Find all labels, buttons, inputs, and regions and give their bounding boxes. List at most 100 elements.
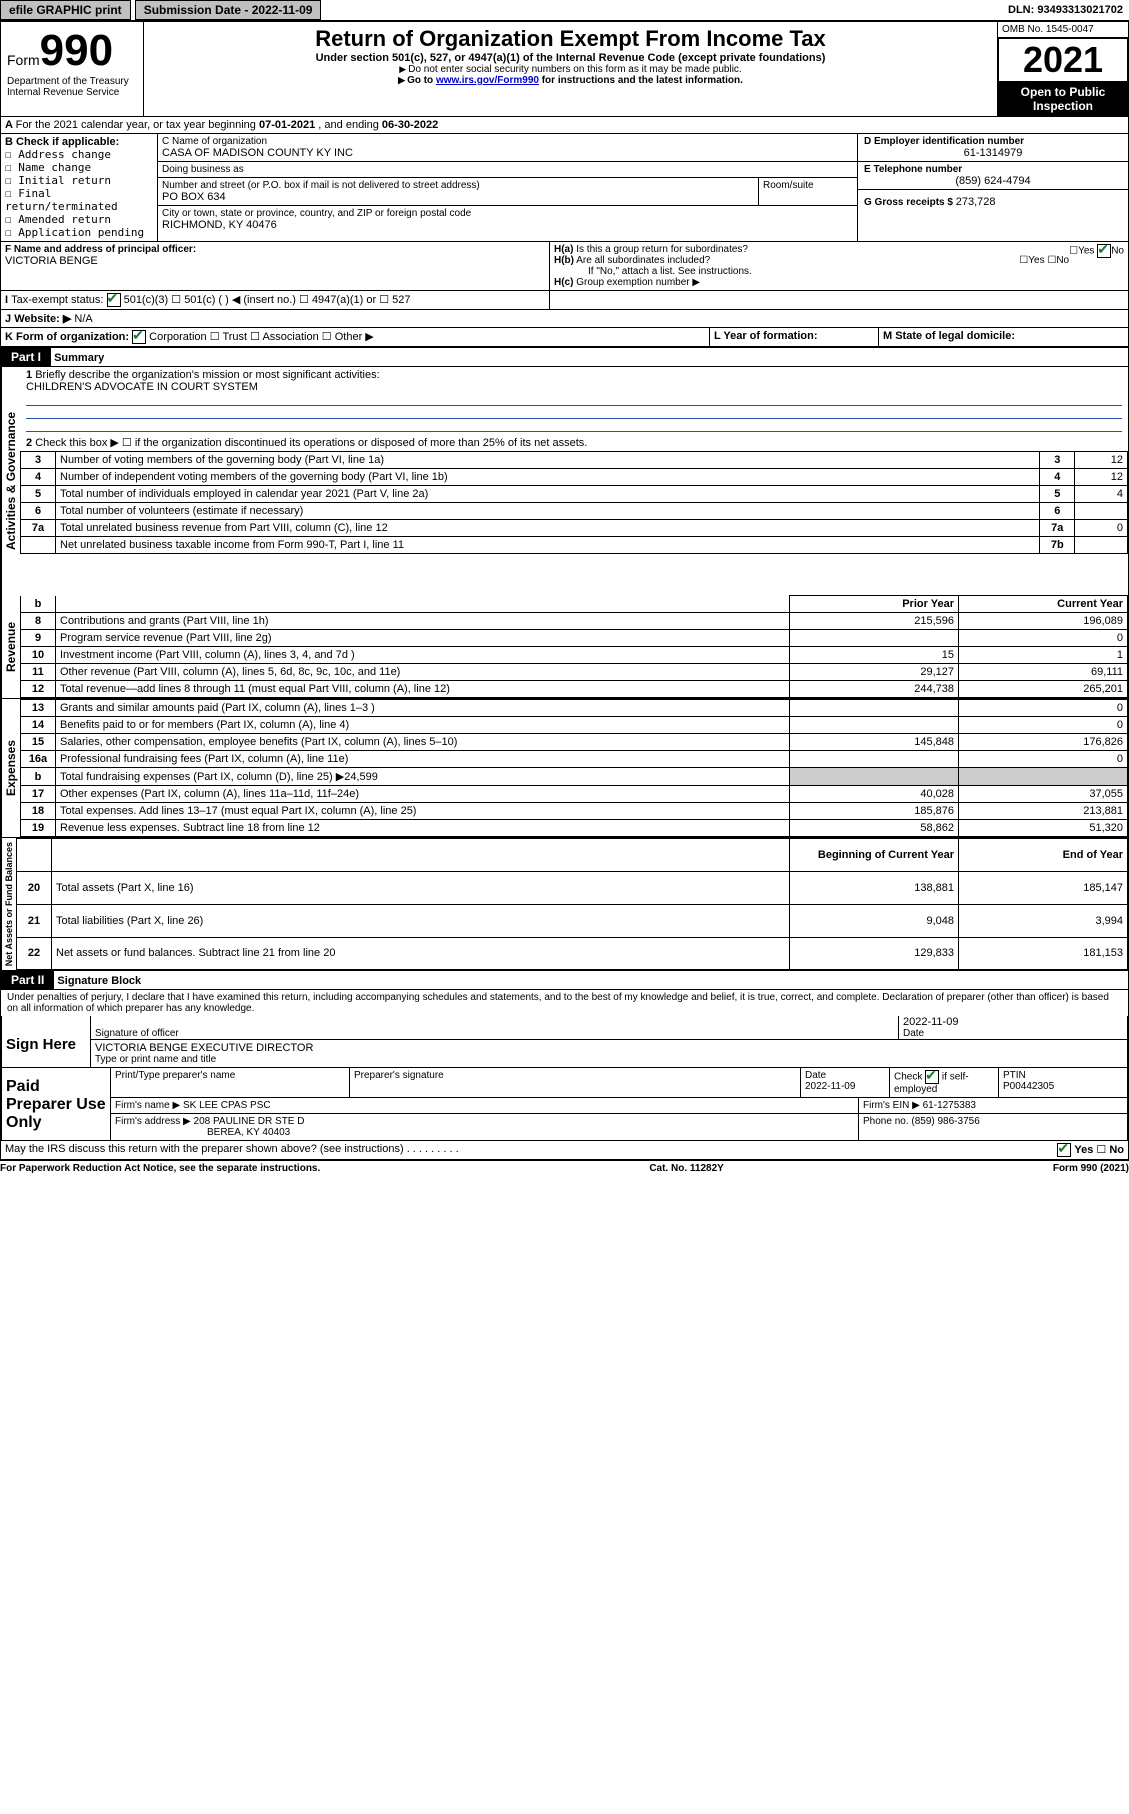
dln-value: 93493313021702 [1037, 4, 1123, 16]
chk-app-pending[interactable]: ☐ Application pending [5, 226, 153, 239]
opt-501c[interactable]: 501(c) ( ) ◀ (insert no.) [184, 294, 296, 306]
opt-trust[interactable]: Trust [222, 331, 247, 343]
net20-cy: 185,147 [959, 871, 1128, 904]
dept-treasury: Department of the Treasury [7, 76, 137, 87]
vtab-activities-governance: Activities & Governance [1, 367, 20, 595]
ha-no: No [1111, 246, 1124, 257]
hb-yes[interactable]: Yes [1028, 255, 1044, 266]
chk-address-change[interactable]: ☐ Address change [5, 148, 153, 161]
chk-corporation[interactable] [132, 330, 146, 344]
tax-year: 2021 [998, 38, 1128, 82]
exp16a-py [790, 751, 959, 768]
q1-value: CHILDREN'S ADVOCATE IN COURT SYSTEM [26, 381, 258, 393]
exp14-cy: 0 [959, 717, 1128, 734]
chk-discuss-yes[interactable] [1057, 1143, 1071, 1157]
exp14-text: Benefits paid to or for members (Part IX… [56, 717, 790, 734]
vtab-expenses: Expenses [1, 699, 20, 837]
exp17-cy: 37,055 [959, 786, 1128, 803]
row4-text: Number of independent voting members of … [56, 469, 1040, 486]
row3-ref: 3 [1040, 452, 1075, 469]
opt-4947[interactable]: 4947(a)(1) or [312, 294, 376, 306]
row7b-ref: 7b [1040, 537, 1075, 554]
ptin-value: P00442305 [1003, 1081, 1054, 1092]
q2-text: Check this box ▶ ☐ if the organization d… [35, 437, 587, 449]
year-formation-label: L Year of formation: [714, 330, 818, 342]
opt-527[interactable]: 527 [392, 294, 410, 306]
opt-association[interactable]: Association [262, 331, 318, 343]
opt-other[interactable]: Other ▶ [335, 331, 374, 343]
gross-receipts-value: 273,728 [956, 196, 996, 208]
exp16b-py [790, 768, 959, 786]
perjury-declaration: Under penalties of perjury, I declare th… [1, 990, 1128, 1016]
firm-name-value: SK LEE CPAS PSC [183, 1100, 271, 1111]
ein-value: 61-1314979 [864, 147, 1122, 159]
hb-no[interactable]: No [1056, 255, 1069, 266]
ein-label: D Employer identification number [864, 136, 1122, 147]
open-public: Open to Public [1021, 85, 1106, 99]
chk-name-change[interactable]: ☐ Name change [5, 161, 153, 174]
exp16b-text: Total fundraising expenses (Part IX, col… [56, 768, 790, 786]
firm-ein-label: Firm's EIN ▶ [863, 1100, 920, 1111]
preparer-name-label: Print/Type preparer's name [111, 1068, 350, 1097]
rev9-cy: 0 [959, 630, 1128, 647]
part1-title: Summary [54, 352, 104, 364]
chk-address-change-label: Address change [18, 148, 111, 161]
check-label: Check [894, 1072, 922, 1083]
phone-label: E Telephone number [864, 164, 1122, 175]
discuss-no-label[interactable]: No [1109, 1144, 1124, 1156]
chk-self-employed[interactable] [925, 1070, 939, 1084]
rev12-py: 244,738 [790, 681, 959, 698]
chk-amended-label: Amended return [18, 213, 111, 226]
form-number: 990 [40, 26, 113, 75]
firm-phone-value: (859) 986-3756 [911, 1116, 979, 1127]
rev10-cy: 1 [959, 647, 1128, 664]
row5-text: Total number of individuals employed in … [56, 486, 1040, 503]
exp19-cy: 51,320 [959, 820, 1128, 837]
type-print-label: Type or print name and title [95, 1054, 1123, 1065]
efile-print-button[interactable]: efile GRAPHIC print [0, 0, 131, 20]
preparer-sig-label: Preparer's signature [350, 1068, 801, 1097]
row5-val: 4 [1075, 486, 1128, 503]
irs-link[interactable]: www.irs.gov/Form990 [436, 75, 539, 86]
chk-amended[interactable]: ☐ Amended return [5, 213, 153, 226]
omb-number: OMB No. 1545-0047 [998, 22, 1128, 38]
rev12-text: Total revenue—add lines 8 through 11 (mu… [56, 681, 790, 698]
exp15-cy: 176,826 [959, 734, 1128, 751]
tax-year-begin: 07-01-2021 [259, 119, 315, 131]
officer-name: VICTORIA BENGE [5, 255, 545, 267]
gross-receipts-label: G Gross receipts $ [864, 197, 956, 208]
exp17-text: Other expenses (Part IX, column (A), lin… [56, 786, 790, 803]
current-year-header: Current Year [959, 596, 1128, 613]
exp16a-text: Professional fundraising fees (Part IX, … [56, 751, 790, 768]
tax-exempt-label: Tax-exempt status: [11, 294, 103, 306]
state-domicile-label: M State of legal domicile: [883, 330, 1015, 342]
goto-suffix: for instructions and the latest informat… [539, 75, 743, 86]
submission-date-label: Submission Date - [144, 3, 252, 17]
rev11-py: 29,127 [790, 664, 959, 681]
addr-label: Number and street (or P.O. box if mail i… [162, 180, 754, 191]
part2-title: Signature Block [57, 975, 141, 987]
ha-yes[interactable]: Yes [1078, 246, 1094, 257]
irs-label: Internal Revenue Service [7, 87, 137, 98]
exp16b-cy [959, 768, 1128, 786]
summary-table-revenue: bPrior YearCurrent Year 8Contributions a… [20, 595, 1128, 698]
ha-no-check[interactable] [1097, 244, 1111, 258]
rev10-py: 15 [790, 647, 959, 664]
rev9-py [790, 630, 959, 647]
net20-py: 138,881 [790, 871, 959, 904]
chk-501c3[interactable] [107, 293, 121, 307]
city-value: RICHMOND, KY 40476 [162, 219, 853, 231]
cat-number: Cat. No. 11282Y [649, 1163, 723, 1174]
rev8-text: Contributions and grants (Part VIII, lin… [56, 613, 790, 630]
exp18-text: Total expenses. Add lines 13–17 (must eq… [56, 803, 790, 820]
net21-py: 9,048 [790, 904, 959, 937]
sig-date-value: 2022-11-09 [903, 1016, 958, 1028]
sign-here-label: Sign Here [2, 1016, 91, 1067]
addr-value: PO BOX 634 [162, 191, 754, 203]
chk-initial-return[interactable]: ☐ Initial return [5, 174, 153, 187]
chk-final-return[interactable]: ☐ Final return/terminated [5, 187, 153, 213]
rev12-cy: 265,201 [959, 681, 1128, 698]
hb-label: Are all subordinates included? [576, 255, 710, 266]
line-a-mid: , and ending [315, 119, 382, 131]
summary-table-governance: 3Number of voting members of the governi… [20, 451, 1128, 554]
